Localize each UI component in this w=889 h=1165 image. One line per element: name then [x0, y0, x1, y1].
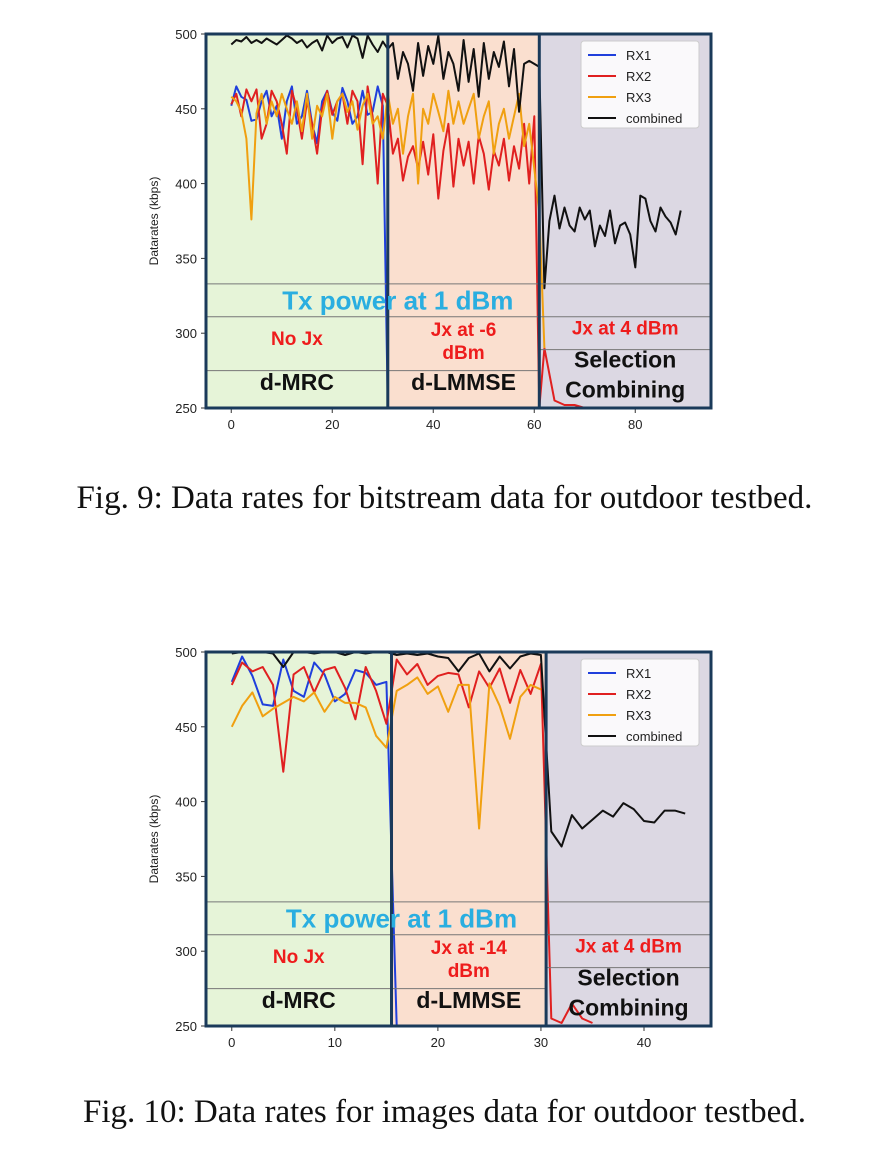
figure-10-chart: 250 300 350 400 450 500 0 10 20 30 40 Datarates (kb… — [0, 618, 889, 1088]
legend-label: RX2 — [626, 687, 651, 702]
tx-power-annotation: Tx power at 1 dBm — [282, 285, 513, 315]
legend-label: combined — [626, 729, 682, 744]
y-tick-label: 250 — [175, 1019, 197, 1034]
x-tick-label: 30 — [534, 1035, 548, 1050]
scheme-label-region-1: d-MRC — [260, 369, 334, 395]
region-d-mrc — [206, 652, 392, 1026]
y-tick-label: 400 — [175, 177, 197, 192]
x-tick-label: 0 — [228, 1035, 235, 1050]
jammer-label-region-3: Jx at 4 dBm — [575, 937, 682, 958]
figure-10-caption: Fig. 10: Data rates for images data for … — [0, 1094, 889, 1131]
scheme-label-region-1: d-MRC — [262, 987, 336, 1013]
y-tick-label: 450 — [175, 102, 197, 117]
x-tick-label: 80 — [628, 417, 642, 432]
legend-label: RX1 — [626, 48, 651, 63]
x-tick-label: 10 — [328, 1035, 342, 1050]
y-tick-label: 300 — [175, 326, 197, 341]
y-axis-label: Datarates (kbps) — [147, 795, 161, 884]
y-tick-label: 350 — [175, 869, 197, 884]
x-tick-label: 20 — [431, 1035, 445, 1050]
y-tick-label: 250 — [175, 401, 197, 416]
y-tick-label: 500 — [175, 645, 197, 660]
scheme-label-line: Combining — [565, 377, 685, 403]
scheme-label-region-2: d-LMMSE — [416, 987, 521, 1013]
tx-power-annotation: Tx power at 1 dBm — [286, 903, 517, 933]
jammer-label-line: Jx at -14 — [431, 938, 507, 959]
legend-label: RX2 — [626, 69, 651, 84]
x-tick-label: 60 — [527, 417, 541, 432]
jammer-label-region-1: No Jx — [273, 947, 325, 968]
y-tick-label: 400 — [175, 795, 197, 810]
y-tick-label: 350 — [175, 251, 197, 266]
legend: RX1 RX2 RX3 combined — [581, 659, 699, 746]
y-tick-label: 300 — [175, 944, 197, 959]
region-d-mrc — [206, 34, 388, 408]
legend: RX1 RX2 RX3 combined — [581, 41, 699, 128]
y-tick-label: 450 — [175, 720, 197, 735]
x-tick-label: 40 — [637, 1035, 651, 1050]
legend-label: RX3 — [626, 90, 651, 105]
scheme-label-region-2: d-LMMSE — [411, 369, 516, 395]
figure-9-caption: Fig. 9: Data rates for bitstream data fo… — [0, 480, 889, 517]
y-tick-label: 500 — [175, 27, 197, 42]
jammer-label-region-3: Jx at 4 dBm — [572, 319, 679, 340]
x-tick-label: 40 — [426, 417, 440, 432]
figure-9-chart: 250 300 350 400 450 500 0 20 40 60 80 Datarates (kb… — [0, 0, 889, 470]
y-axis-label: Datarates (kbps) — [147, 177, 161, 266]
jammer-label-line: Jx at -6 — [431, 320, 496, 341]
scheme-label-line: Selection — [577, 965, 679, 991]
legend-label: RX3 — [626, 708, 651, 723]
x-tick-label: 0 — [228, 417, 235, 432]
legend-label: combined — [626, 111, 682, 126]
legend-label: RX1 — [626, 666, 651, 681]
scheme-label-line: Combining — [569, 995, 689, 1021]
jammer-label-line: dBm — [448, 961, 490, 982]
jammer-label-line: dBm — [442, 343, 484, 364]
x-tick-label: 20 — [325, 417, 339, 432]
jammer-label-region-1: No Jx — [271, 329, 323, 350]
scheme-label-line: Selection — [574, 347, 676, 373]
